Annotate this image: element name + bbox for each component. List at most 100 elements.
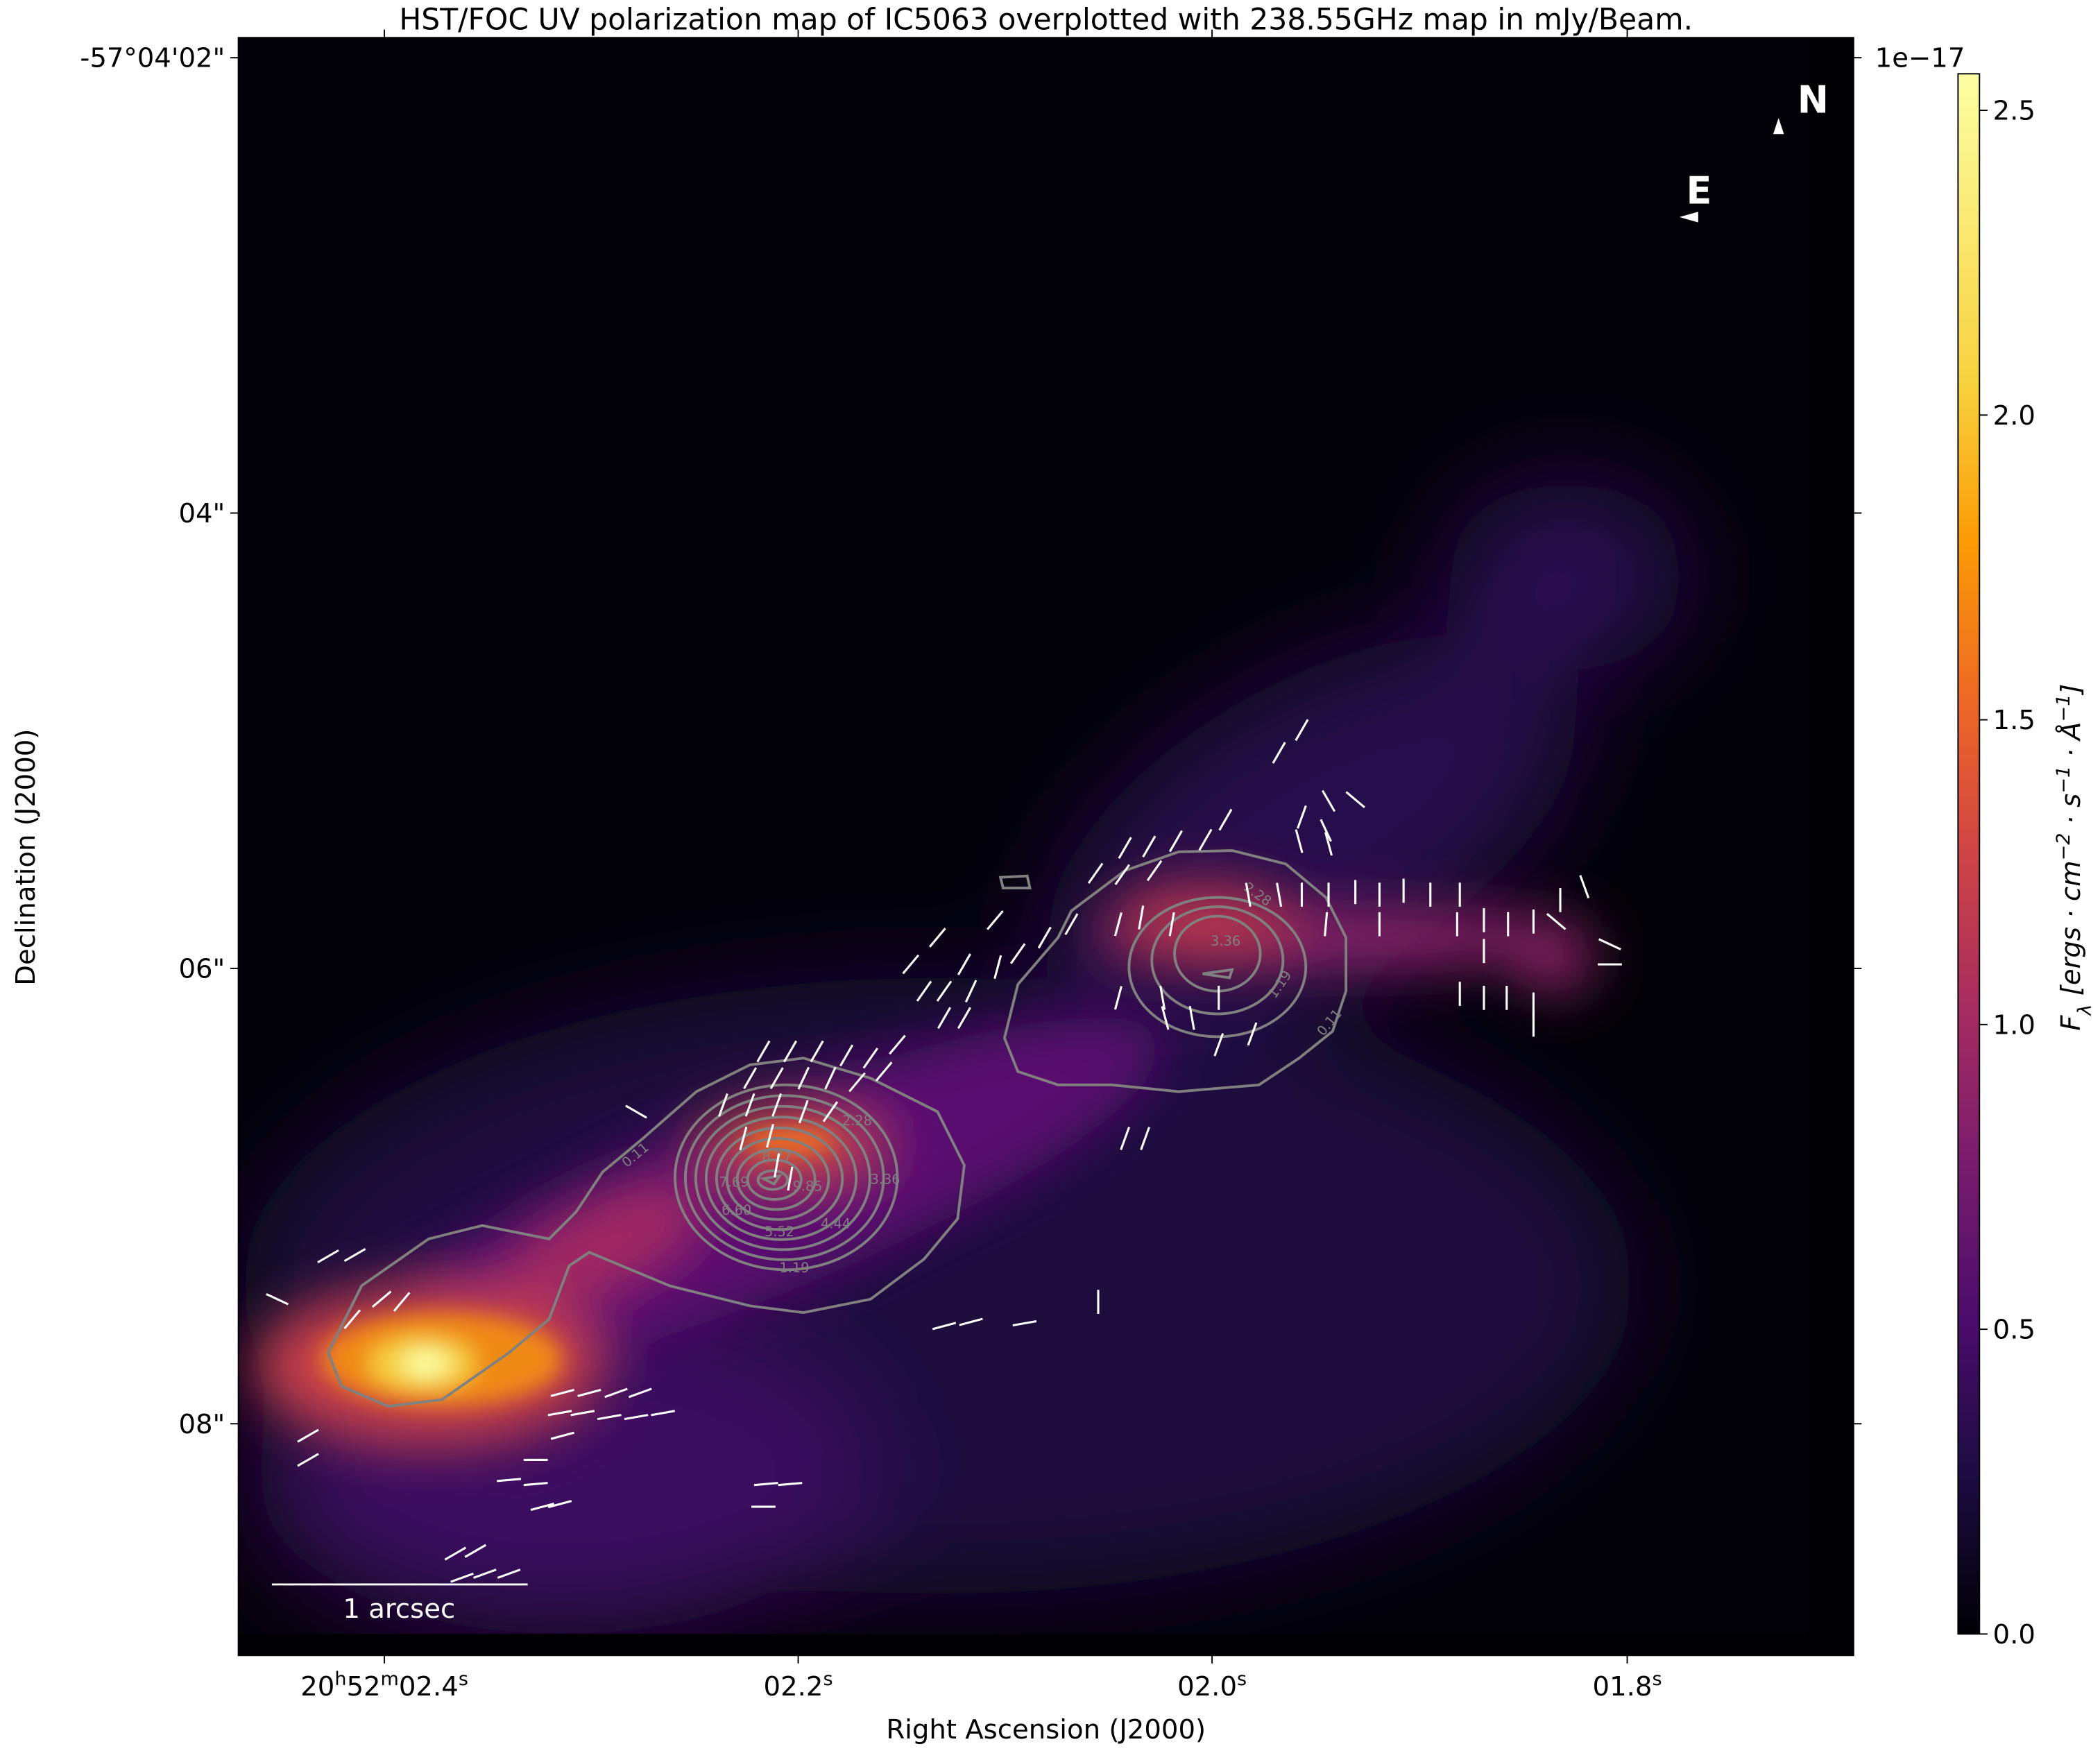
contour-label: 3.36 — [871, 1172, 900, 1188]
compass: N E — [1679, 78, 1829, 223]
polarization-vector — [450, 1572, 474, 1583]
x-tick-label: 02.2s — [764, 1668, 833, 1702]
polarization-vector — [1064, 913, 1079, 936]
polarization-vectors — [266, 719, 1622, 1583]
polarization-vector — [1198, 828, 1213, 851]
polarization-vector — [297, 1428, 319, 1443]
polarization-vector — [1159, 986, 1166, 1010]
colorbar: 0.0 0.5 1.0 1.5 2.0 2.5 1e−17 Fλ [ergs · cm−2… — [1875, 43, 2096, 1650]
polarization-vector — [1345, 791, 1365, 809]
contour-0.11-core-a — [326, 1057, 966, 1408]
polarization-vector — [472, 1569, 497, 1579]
contour-8.77-core-a — [746, 1159, 803, 1201]
polarization-vector — [530, 1502, 555, 1511]
polarization-vector — [343, 1248, 366, 1263]
polarization-vector — [783, 1040, 798, 1063]
polarization-vector — [1161, 1006, 1170, 1030]
polarization-vector — [343, 1309, 361, 1330]
polarization-vector — [1120, 1127, 1131, 1150]
contour-0.11-core-b — [1002, 849, 1348, 1093]
scale-bar: 1 arcsec — [271, 1583, 528, 1625]
polarization-vector — [1009, 943, 1026, 964]
x-tick-label: 02.0s — [1177, 1668, 1247, 1702]
polarization-vector — [928, 928, 946, 948]
polarization-vector — [957, 953, 971, 975]
polarization-vector — [1320, 819, 1332, 842]
polarization-vector — [932, 1322, 957, 1331]
polarization-vector — [797, 1066, 810, 1090]
contour-label: 7.69 — [719, 1174, 749, 1190]
polarization-vector — [743, 1067, 758, 1090]
contour-label: 3.36 — [1211, 933, 1240, 949]
contour-label: 2.28 — [842, 1113, 872, 1129]
contour-2.28-core-b — [1150, 905, 1285, 1016]
polarization-vector — [550, 1431, 574, 1440]
polarization-vector — [625, 1104, 647, 1119]
colorbar-tick-label: 2.0 — [1993, 400, 2035, 432]
y-tick-label: -57°04'02" — [80, 43, 225, 74]
polarization-vector — [1012, 1319, 1037, 1327]
scale-bar-label: 1 arcsec — [343, 1594, 455, 1625]
polarization-vector — [916, 980, 932, 1002]
polarization-vector — [1598, 938, 1621, 950]
contour-1.19-core-b — [1127, 896, 1308, 1039]
polarization-vector — [266, 1292, 289, 1306]
polarization-vector — [1245, 882, 1252, 907]
polarization-vector — [756, 1040, 771, 1063]
contour-label: 5.52 — [765, 1224, 794, 1240]
polarization-vector — [862, 1048, 879, 1069]
contour-1.19-core-a — [674, 1083, 899, 1272]
polarization-vector — [297, 1453, 319, 1467]
polarization-vector — [778, 1482, 803, 1487]
polarization-vector — [371, 1290, 392, 1308]
polarization-vector — [1322, 789, 1336, 812]
polarization-vector — [444, 1546, 467, 1561]
contour-label: 1.19 — [780, 1260, 810, 1276]
polarization-vector — [393, 1292, 411, 1312]
flux-image — [238, 37, 1854, 1656]
polarization-vector — [1295, 829, 1304, 853]
chart-title: HST/FOC UV polarization map of IC5063 ov… — [399, 3, 1693, 37]
polarization-vector — [739, 1126, 748, 1151]
x-tick-label: 20h52m02.4s — [300, 1668, 468, 1702]
polarization-vector — [317, 1249, 339, 1263]
polarization-vector — [889, 1034, 906, 1055]
contour-4.44-core-a — [704, 1116, 857, 1241]
polarization-vector — [957, 1007, 971, 1029]
polarization-vector — [1168, 830, 1183, 853]
polarization-vector — [1113, 912, 1122, 937]
polarization-vector — [1138, 905, 1145, 930]
colorbar-tick-label: 1.5 — [1993, 705, 2035, 736]
polarization-vector — [798, 1100, 809, 1124]
polarization-vector — [464, 1544, 487, 1558]
contour-label: 4.44 — [821, 1215, 851, 1231]
polarization-vector — [1295, 719, 1309, 742]
polarization-vector — [1272, 742, 1286, 764]
polarization-vector — [744, 1093, 756, 1117]
polarization-vector — [822, 1101, 839, 1122]
colorbar-tick-label: 2.5 — [1993, 96, 2035, 127]
polarization-vector — [839, 1044, 854, 1067]
polarization-vector — [624, 1414, 649, 1421]
polarization-vector — [1142, 835, 1156, 858]
colorbar-gradient — [1957, 73, 1981, 1635]
colorbar-tick-label: 0.0 — [1993, 1619, 2035, 1650]
polarization-vector — [986, 910, 1004, 930]
x-axis-ticks: 20h52m02.4s 02.2s 02.0s 01.8s — [300, 29, 1662, 1702]
colorbar-tick-label: 0.5 — [1993, 1315, 2035, 1346]
polarization-vector — [1140, 1127, 1150, 1150]
polarization-vector — [1213, 1033, 1224, 1057]
contour-6.60-core-a — [725, 1137, 830, 1221]
plot-frame — [237, 37, 1854, 1657]
contour-9.85-core-a — [756, 1169, 789, 1191]
polarization-vector — [848, 1072, 866, 1093]
polarization-vector — [497, 1478, 522, 1483]
y-tick-label: 06" — [178, 953, 225, 984]
polarization-vector — [570, 1410, 595, 1417]
polarization-vector — [604, 1387, 628, 1399]
east-label: E — [1686, 169, 1711, 213]
polarization-vector — [771, 1093, 783, 1117]
polarization-vector — [497, 1569, 521, 1579]
polarization-vector — [547, 1500, 572, 1509]
contour-7.69-core-a — [735, 1147, 817, 1211]
